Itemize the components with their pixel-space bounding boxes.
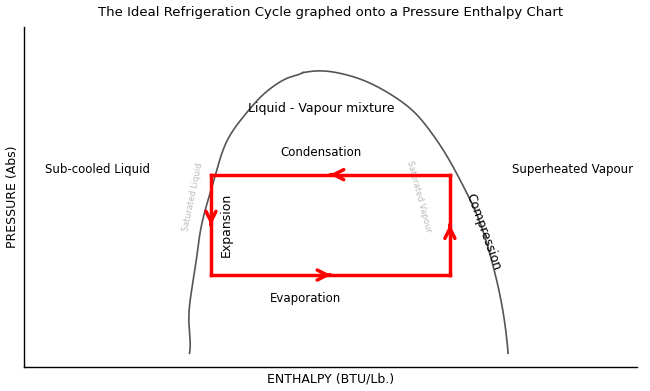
Text: Superheated Vapour: Superheated Vapour [512,163,633,176]
Text: Expansion: Expansion [220,193,233,257]
Text: Liquid - Vapour mixture: Liquid - Vapour mixture [248,102,395,115]
Text: Saturated Liquid: Saturated Liquid [181,162,204,232]
Text: Saturated Vapour: Saturated Vapour [406,160,433,233]
Text: Condensation: Condensation [281,146,362,160]
Title: The Ideal Refrigeration Cycle graphed onto a Pressure Enthalpy Chart: The Ideal Refrigeration Cycle graphed on… [98,5,563,18]
Y-axis label: PRESSURE (Abs): PRESSURE (Abs) [6,145,19,248]
X-axis label: ENTHALPY (BTU/Lb.): ENTHALPY (BTU/Lb.) [267,373,394,386]
Text: Sub-cooled Liquid: Sub-cooled Liquid [45,163,150,176]
Text: Evaporation: Evaporation [270,292,341,305]
Text: Compression: Compression [463,191,504,272]
